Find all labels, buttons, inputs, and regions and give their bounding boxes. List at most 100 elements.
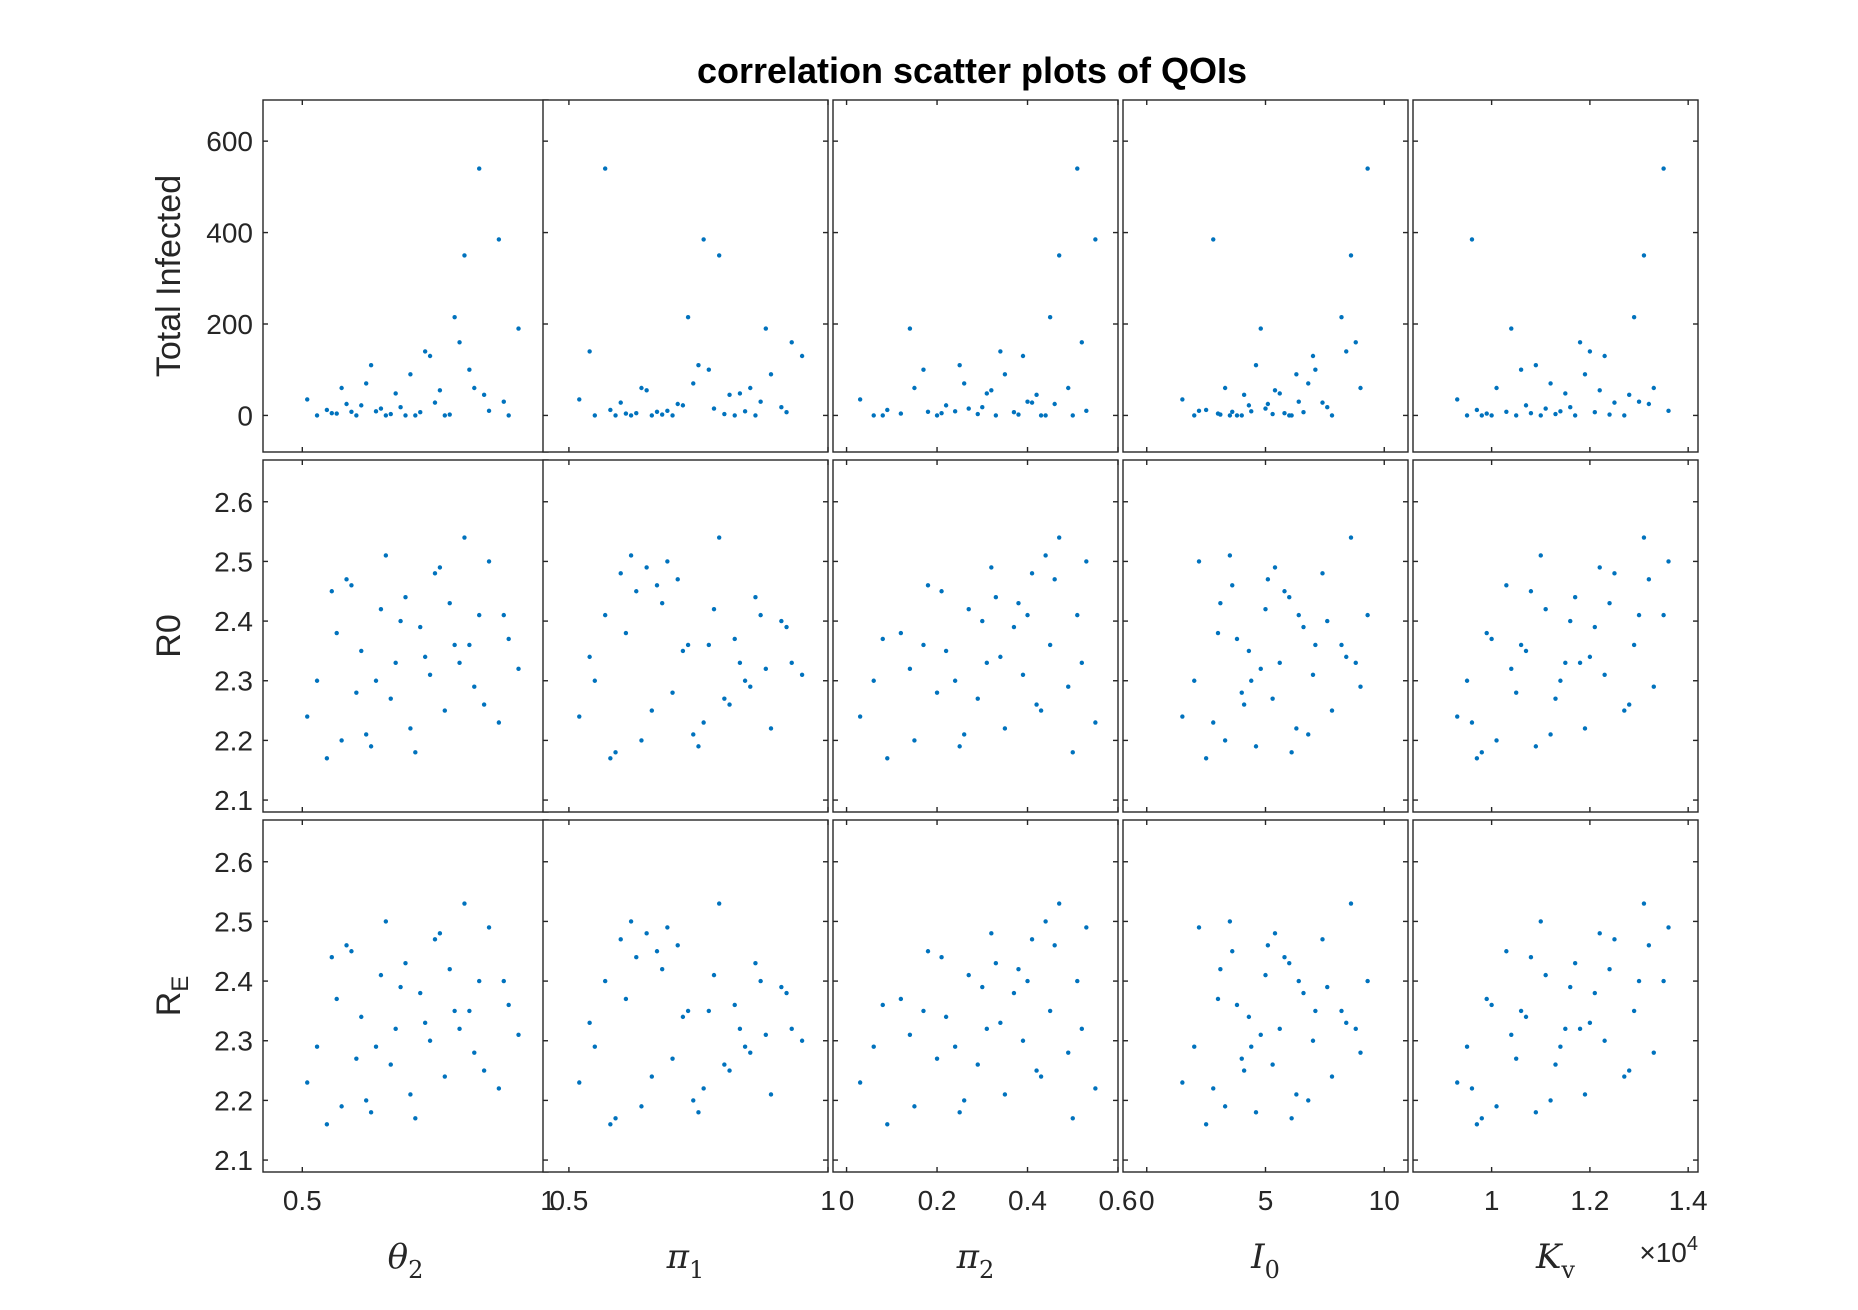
data-point [1227,413,1233,418]
data-point [1258,666,1263,672]
data-point [447,600,452,606]
data-point [975,1062,980,1067]
data-point [1479,413,1484,418]
data-point [1310,353,1316,359]
data-point [696,362,701,368]
data-point [1239,413,1244,418]
data-point [1294,372,1299,377]
x-tick-label: 1.4 [1669,1185,1708,1216]
data-point [1597,565,1602,570]
data-point [1627,1068,1632,1073]
data-point [378,972,384,978]
data-point [706,1008,712,1014]
data-point [1568,618,1573,624]
data-point [732,413,737,418]
x-tick-label: 0.4 [1008,1185,1047,1216]
panel-frame [262,459,549,813]
data-point [1479,750,1484,755]
data-point [1253,744,1259,749]
data-point [737,391,743,396]
data-point [696,744,701,749]
data-point [1239,1056,1244,1061]
data-point [943,648,949,654]
data-point [1052,577,1057,582]
data-point [403,413,408,418]
data-point [393,391,398,396]
data-point [1513,1056,1519,1061]
data-point [1249,409,1254,414]
data-point [1622,413,1627,418]
data-point [1249,678,1254,683]
panel-total-vs-theta2 [262,99,549,453]
data-point [961,732,967,737]
data-point [1523,1014,1529,1020]
data-point [925,583,931,588]
data-point [1016,966,1021,972]
data-point [1047,642,1053,648]
data-point [1572,595,1578,600]
data-point [1563,1026,1568,1032]
data-point [753,960,758,966]
data-point [496,237,502,242]
data-point [344,943,349,948]
data-point [398,984,403,990]
data-point [339,385,344,391]
data-point [1538,413,1543,418]
data-point [344,577,349,582]
data-point [1296,978,1301,984]
data-point [1365,978,1370,984]
data-point [1043,553,1048,558]
data-point [1592,990,1598,996]
data-point [587,349,592,354]
data-point [623,996,629,1002]
data-point [467,642,472,648]
data-point [577,714,582,719]
data-point [427,353,433,359]
panel-frame [1122,459,1409,813]
data-point [501,978,506,984]
data-point [1548,381,1553,386]
data-point [368,744,374,749]
data-point [1002,726,1008,731]
data-point [1543,972,1548,978]
data-point [921,642,926,648]
data-point [452,314,457,320]
data-point [1582,372,1588,377]
data-point [952,409,958,414]
data-point [378,606,384,612]
panel-total-vs-pi2 [832,99,1119,453]
data-point [1464,413,1470,418]
data-point [1047,1008,1053,1014]
data-point [413,750,418,755]
data-point [1348,901,1354,906]
data-point [871,1044,876,1049]
data-point [398,405,403,410]
data-point [577,397,582,402]
data-point [998,349,1003,354]
data-point [925,409,931,414]
data-point [359,403,364,408]
data-point [481,702,487,707]
data-point [1558,678,1563,683]
data-point [1528,955,1534,960]
data-point [799,353,805,359]
data-point [486,559,492,564]
data-point [501,612,506,618]
panel-total-vs-pi1 [542,99,829,453]
data-point [1038,1074,1044,1079]
data-point [742,678,748,683]
data-point [1016,412,1021,417]
data-point [344,401,349,407]
data-point [442,1074,448,1079]
data-point [506,636,511,642]
data-point [732,636,737,642]
x-tick-label: 1 [820,1185,836,1216]
data-point [1320,400,1325,405]
panel-frame [262,99,549,453]
data-point [1234,413,1240,418]
data-point [1504,583,1509,588]
data-point [984,391,990,396]
data-point [1455,1080,1460,1085]
data-point [1469,720,1475,725]
data-point [1047,314,1053,320]
